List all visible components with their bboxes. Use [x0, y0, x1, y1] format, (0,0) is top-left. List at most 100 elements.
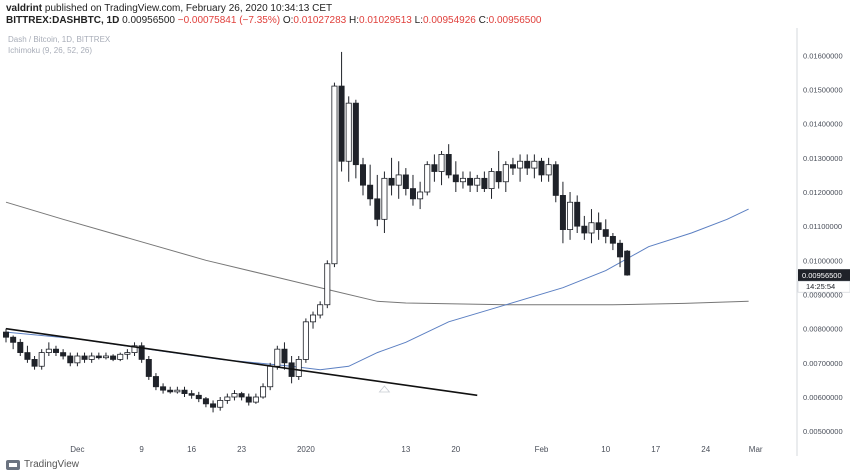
- y-tick-label: 0.01600000: [803, 51, 843, 60]
- candle-body: [102, 355, 109, 359]
- bullish-candle: [424, 161, 431, 196]
- bearish-candle: [238, 391, 245, 401]
- bearish-candle: [445, 144, 452, 179]
- candle-body: [3, 331, 9, 338]
- bearish-candle: [388, 157, 395, 196]
- candle-body: [160, 386, 167, 391]
- candle-body: [381, 177, 388, 220]
- bearish-candle: [245, 393, 252, 406]
- bearish-candle: [17, 338, 24, 356]
- bearish-candle: [452, 161, 459, 192]
- candle-body: [338, 85, 345, 162]
- bearish-candle: [409, 174, 416, 206]
- bearish-candle: [160, 383, 167, 394]
- candle-body: [274, 348, 281, 367]
- candle-body: [531, 160, 538, 169]
- bullish-candle: [102, 352, 109, 360]
- bearish-candle: [338, 51, 345, 172]
- candle-body: [574, 201, 581, 227]
- y-tick-label: 0.01500000: [803, 86, 843, 95]
- bearish-candle: [95, 352, 102, 360]
- x-tick-label: Feb: [535, 445, 549, 454]
- y-tick-label: 0.00600000: [803, 393, 843, 402]
- author-name[interactable]: valdrint: [6, 3, 43, 14]
- close-value: 0.00956500: [488, 15, 542, 26]
- tradingview-logo-icon: [6, 459, 20, 470]
- candle-body: [624, 250, 631, 276]
- x-tick-label: 17: [651, 445, 660, 454]
- candle-body: [331, 85, 338, 265]
- candle-body: [374, 198, 381, 220]
- bullish-candle: [395, 161, 402, 199]
- candle-body: [467, 177, 474, 186]
- candle-body: [524, 160, 531, 169]
- bullish-candle: [488, 168, 495, 199]
- candle-body: [131, 345, 138, 353]
- candle-body: [238, 393, 245, 398]
- candle-body: [217, 400, 224, 408]
- candle-body: [24, 352, 31, 360]
- candle-body: [267, 365, 274, 388]
- candle-body: [438, 154, 445, 172]
- published-text: published on TradingView.com, February 2…: [44, 3, 333, 14]
- candle-body: [474, 177, 481, 186]
- candlestick-chart[interactable]: 0.01600000 0.01500000 0.01400000 0.01300000…: [0, 28, 850, 456]
- bearish-candle: [609, 233, 616, 251]
- bullish-candle: [459, 171, 466, 189]
- candle-body: [310, 314, 317, 323]
- candle-body: [481, 177, 488, 189]
- bullish-candle: [317, 301, 324, 319]
- candle-body: [595, 222, 602, 230]
- x-tick-label: 24: [701, 445, 710, 454]
- candle-body: [395, 174, 402, 186]
- y-tick-label: 0.01100000: [803, 222, 842, 231]
- candle-body: [538, 160, 545, 176]
- bearish-candle: [60, 349, 67, 360]
- bearish-candle: [10, 335, 17, 350]
- candle-body: [195, 394, 202, 400]
- close-label: C:: [478, 15, 489, 26]
- x-tick-label: Mar: [749, 445, 763, 454]
- x-tick-label: 20: [451, 445, 460, 454]
- candle-body: [509, 164, 516, 169]
- candle-body: [402, 174, 409, 189]
- bearish-candle: [624, 250, 631, 276]
- bearish-candle: [31, 356, 38, 370]
- candle-body: [117, 353, 124, 360]
- bearish-candle: [145, 356, 152, 380]
- bullish-candle: [74, 352, 81, 367]
- change-value: −0.00075841 (−7.35%): [177, 15, 281, 26]
- candle-body: [452, 174, 459, 183]
- candle-body: [567, 201, 574, 230]
- breakout-arrow-marker: [378, 385, 391, 393]
- candle-body: [431, 164, 438, 172]
- candle-body: [95, 355, 102, 359]
- candle-body: [60, 352, 67, 357]
- current-price-tag: [798, 269, 850, 282]
- bearish-candle: [281, 342, 288, 370]
- high-label: H:: [349, 15, 360, 26]
- bearish-candle: [367, 164, 374, 206]
- high-value: 0.01029513: [359, 15, 412, 26]
- candle-body: [424, 164, 431, 193]
- candle-body: [367, 184, 374, 200]
- bearish-candle: [359, 157, 366, 196]
- bullish-candle: [302, 318, 309, 363]
- open-label: O:: [282, 15, 294, 26]
- candle-body: [502, 164, 509, 183]
- tradingview-logo[interactable]: TradingView: [6, 459, 79, 470]
- candle-body: [588, 222, 595, 234]
- candle-body: [281, 348, 288, 364]
- x-tick-label: 23: [237, 445, 246, 454]
- bullish-candle: [324, 260, 331, 309]
- candle-body: [81, 355, 88, 360]
- bearish-candle: [495, 151, 502, 189]
- bullish-candle: [260, 383, 267, 399]
- bullish-candle: [252, 393, 259, 404]
- y-tick-label: 0.01300000: [803, 154, 843, 163]
- bearish-candle: [509, 157, 516, 175]
- chart-area[interactable]: 0.01600000 0.01500000 0.01400000 0.01300000…: [0, 28, 850, 456]
- countdown-label: 14:25:54: [806, 282, 835, 291]
- candle-body: [174, 389, 181, 393]
- x-tick-label: 16: [187, 445, 196, 454]
